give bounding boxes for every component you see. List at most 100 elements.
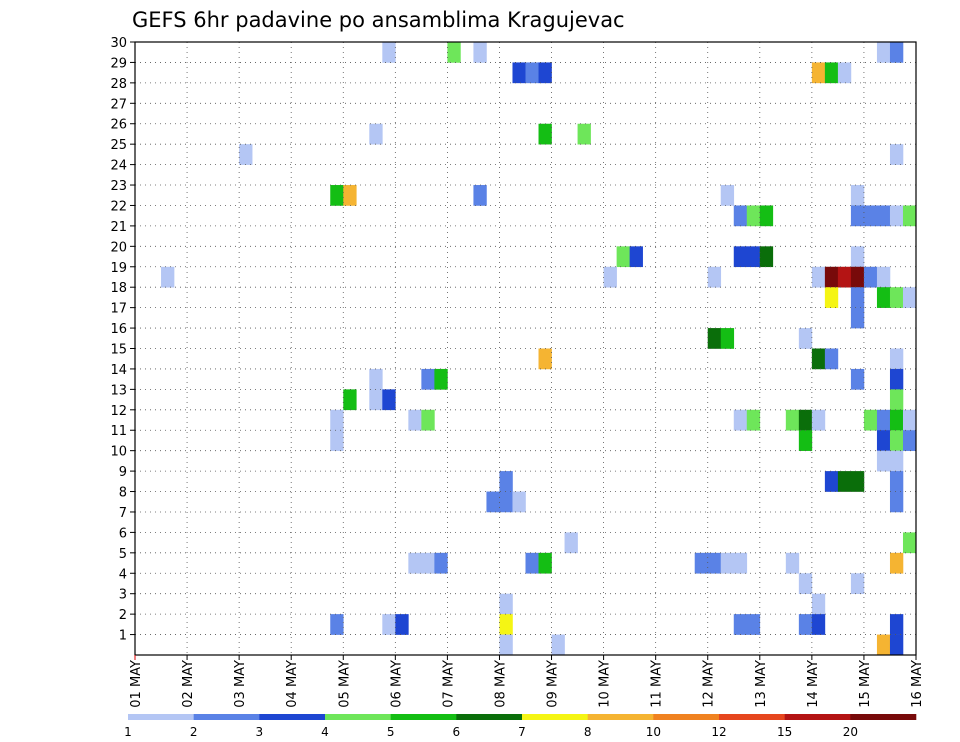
y-tick-label: 4 <box>119 567 127 582</box>
heatmap-cell <box>889 471 904 492</box>
x-tick-label: 15 MAY <box>858 660 873 708</box>
heatmap-cell <box>811 266 826 288</box>
heatmap-cell <box>902 287 917 308</box>
heatmap-cell <box>863 409 878 431</box>
heatmap-cell <box>408 552 422 574</box>
heatmap-cell <box>824 266 839 288</box>
y-tick-label: 22 <box>110 199 127 214</box>
heatmap-cell <box>837 471 852 492</box>
heatmap-cell <box>577 123 591 145</box>
heatmap-cell <box>694 552 709 574</box>
y-tick-label: 5 <box>119 547 127 562</box>
heatmap-cell <box>889 552 904 574</box>
y-tick-label: 14 <box>110 363 127 378</box>
heatmap-cell <box>564 532 578 554</box>
heatmap-cell <box>746 246 761 268</box>
heatmap-cell <box>499 634 513 656</box>
legend-color-swatch <box>784 714 851 720</box>
heatmap-cell <box>850 246 865 268</box>
heatmap-cell <box>876 430 891 451</box>
heatmap-cell <box>538 62 552 84</box>
heatmap-cell <box>876 266 891 288</box>
x-tick-label: 03 MAY <box>233 660 248 708</box>
heatmap-cell <box>811 62 826 84</box>
heatmap-cell <box>902 532 917 554</box>
legend-label: 20 <box>843 725 858 739</box>
heatmap-cell <box>876 205 891 227</box>
heatmap-cell <box>369 368 383 390</box>
y-tick-label: 9 <box>119 465 127 480</box>
x-tick-label: 14 MAY <box>806 660 821 708</box>
legend-color-swatch <box>587 714 654 720</box>
x-tick-label: 09 MAY <box>546 660 561 708</box>
heatmap-cell <box>798 409 813 431</box>
heatmap-cell <box>486 491 500 513</box>
y-tick-label: 16 <box>110 322 127 337</box>
heatmap-cells <box>161 42 917 656</box>
y-tick-label: 20 <box>110 240 127 255</box>
legend-color-swatch <box>390 714 457 720</box>
heatmap-cell <box>382 389 396 411</box>
legend-color-swatch <box>719 714 785 720</box>
heatmap-cell <box>330 185 344 206</box>
heatmap-cell <box>889 430 904 451</box>
heatmap-cell <box>720 328 735 349</box>
y-tick-label: 30 <box>110 36 127 51</box>
heatmap-cell <box>798 573 813 594</box>
y-tick-label: 15 <box>110 343 127 358</box>
y-tick-label: 2 <box>119 608 127 623</box>
heatmap-cell <box>161 266 175 288</box>
legend-color-swatch <box>259 714 326 720</box>
legend-label: 1 <box>124 725 132 739</box>
heatmap-cell <box>551 634 565 656</box>
y-tick-label: 23 <box>110 179 127 194</box>
y-tick-label: 7 <box>119 506 127 521</box>
heatmap-cell <box>746 409 761 431</box>
heatmap-cell <box>863 266 878 288</box>
heatmap-cell <box>512 62 526 84</box>
heatmap-cell <box>785 552 800 574</box>
legend-label: 5 <box>387 725 395 739</box>
heatmap-cell <box>330 614 344 635</box>
x-tick-label: 13 MAY <box>754 660 769 708</box>
heatmap-cell <box>603 266 617 288</box>
heatmap-cell <box>330 409 344 431</box>
heatmap-cell <box>824 62 839 84</box>
legend-color-swatch <box>653 714 720 720</box>
heatmap-cell <box>850 307 865 329</box>
heatmap-cell <box>902 409 917 431</box>
heatmap-cell <box>395 614 409 635</box>
x-tick-label: 06 MAY <box>389 660 404 708</box>
heatmap-cell <box>759 205 774 227</box>
heatmap-cell <box>889 634 904 656</box>
heatmap-cell <box>824 471 839 492</box>
y-tick-label: 24 <box>110 159 127 174</box>
y-tick-label: 3 <box>119 588 127 603</box>
heatmap-cell <box>499 593 513 615</box>
x-tick-label: 16 MAY <box>910 660 925 708</box>
y-tick-label: 6 <box>119 526 127 541</box>
y-tick-label: 17 <box>110 302 127 317</box>
heatmap-cell <box>889 389 904 411</box>
heatmap-cell <box>499 491 513 513</box>
y-tick-label: 12 <box>110 404 127 419</box>
chart-title: GEFS 6hr padavine po ansamblima Kragujev… <box>132 8 625 32</box>
x-tick-label: 07 MAY <box>441 660 456 708</box>
heatmap-cell <box>876 42 891 63</box>
heatmap-cell <box>798 328 813 349</box>
heatmap-cell <box>902 430 917 451</box>
heatmap-cell <box>889 614 904 635</box>
y-tick-label: 11 <box>110 424 127 439</box>
heatmap-cell <box>421 409 435 431</box>
heatmap-cell <box>421 368 435 390</box>
heatmap-cell <box>447 42 461 63</box>
heatmap-cell <box>837 62 852 84</box>
legend-label: 8 <box>584 725 592 739</box>
legend-label: 4 <box>321 725 329 739</box>
legend-label: 15 <box>777 725 792 739</box>
y-tick-label: 25 <box>110 138 127 153</box>
heatmap-cell <box>889 287 904 308</box>
heatmap-cell <box>850 368 865 390</box>
heatmap-cell <box>850 471 865 492</box>
